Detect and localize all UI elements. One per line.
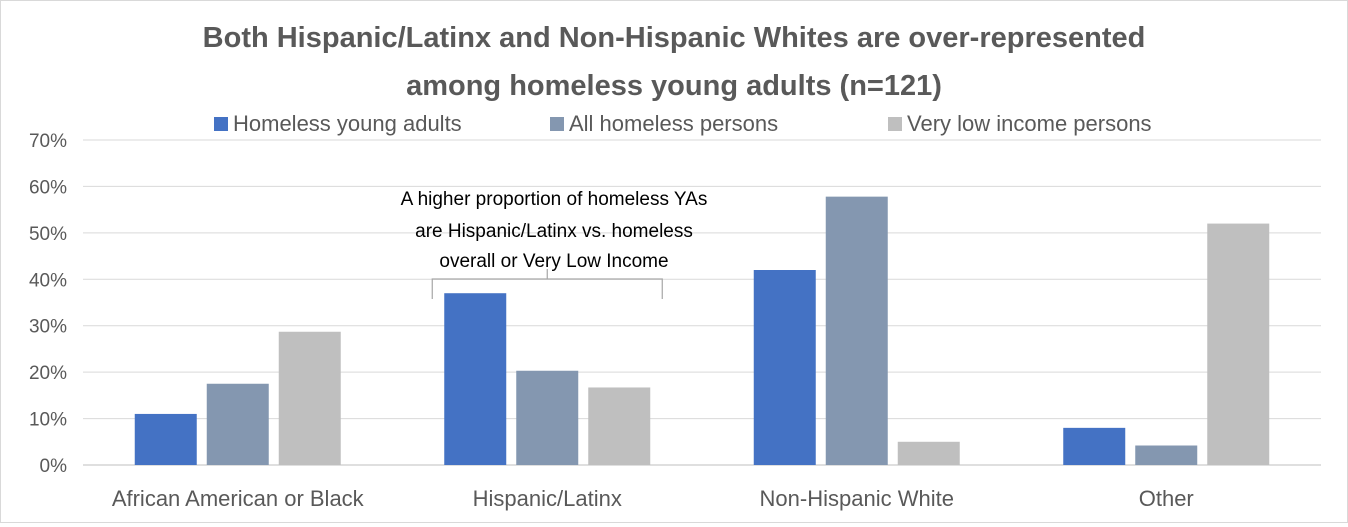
y-tick-label: 70% [29,131,67,152]
x-tick-label: Non-Hispanic White [760,486,954,511]
y-axis: 0% 10% 20% 30% 40% 50% 60% 70% [29,131,67,477]
legend-item: Homeless young adults [214,111,462,136]
bar-very-low-income-persons-other [1207,223,1270,465]
legend: Homeless young adults All homeless perso… [214,111,1152,136]
y-tick-label: 40% [29,270,67,291]
x-tick-label: Other [1139,486,1194,511]
bar-all-homeless-persons-other [1135,445,1198,465]
annotation-bracket [431,269,663,299]
legend-item: All homeless persons [550,111,778,136]
legend-swatch-all-homeless-persons [550,117,564,131]
bar-all-homeless-persons-hispanic-latinx [516,370,579,465]
x-axis: African American or Black Hispanic/Latinx… [112,486,1194,511]
legend-label-very-low-income-persons: Very low income persons [907,111,1152,136]
y-tick-label: 20% [29,363,67,384]
bar-homeless-young-adults-african-american-or-black [134,413,197,465]
y-tick-label: 0% [40,456,68,477]
x-tick-label: Hispanic/Latinx [473,486,622,511]
bar-homeless-young-adults-non-hispanic-white [753,270,816,465]
bar-homeless-young-adults-other [1063,427,1126,465]
chart-title-line-1: Both Hispanic/Latinx and Non-Hispanic Wh… [203,22,1146,54]
chart-title-line-2: among homeless young adults (n=121) [406,70,942,102]
legend-swatch-homeless-young-adults [214,117,228,131]
bar-homeless-young-adults-hispanic-latinx [444,293,507,465]
bar-very-low-income-persons-hispanic-latinx [588,387,651,465]
annotation-line-3: overall or Very Low Income [439,251,668,272]
annotation-line-2: are Hispanic/Latinx vs. homeless [415,221,693,242]
bars [134,196,1270,465]
annotation: A higher proportion of homeless YAs are … [401,189,708,299]
chart-title: Both Hispanic/Latinx and Non-Hispanic Wh… [203,22,1146,102]
legend-item: Very low income persons [888,111,1152,136]
y-tick-label: 50% [29,224,67,245]
y-tick-label: 60% [29,177,67,198]
bar-all-homeless-persons-african-american-or-black [206,383,269,465]
bar-very-low-income-persons-african-american-or-black [278,331,341,465]
bar-all-homeless-persons-non-hispanic-white [825,196,888,465]
x-tick-label: African American or Black [112,486,365,511]
bar-very-low-income-persons-non-hispanic-white [897,441,960,465]
y-tick-label: 10% [29,410,67,431]
legend-label-homeless-young-adults: Homeless young adults [233,111,462,136]
legend-label-all-homeless-persons: All homeless persons [569,111,778,136]
legend-swatch-very-low-income-persons [888,117,902,131]
annotation-line-1: A higher proportion of homeless YAs [401,189,708,210]
y-tick-label: 30% [29,317,67,338]
